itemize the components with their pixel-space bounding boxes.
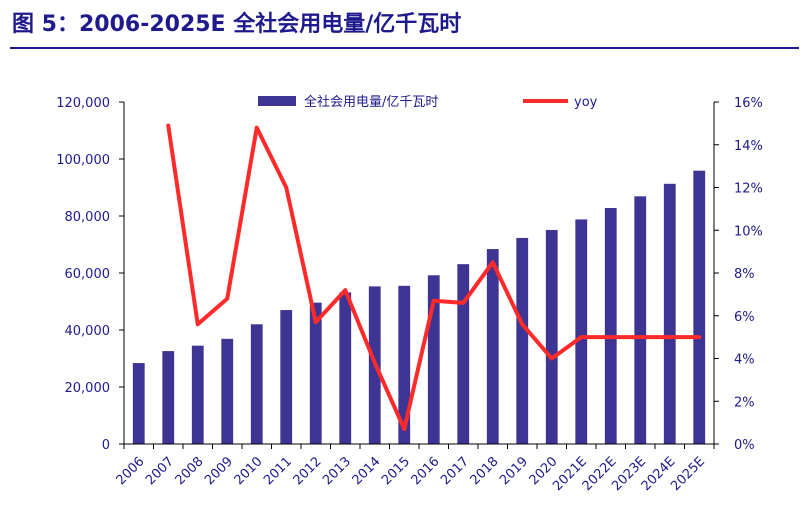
right-tick-label: 12% [734, 182, 763, 197]
legend-line-label: yoy [574, 95, 598, 110]
yoy-point-2025E [698, 336, 700, 338]
left-tick-label: 100,000 [56, 153, 110, 168]
bar-2016 [427, 275, 440, 444]
bar-2025E [693, 170, 706, 444]
x-tick-label: 2009 [202, 454, 236, 488]
bar-2015 [398, 285, 411, 444]
x-tick-label: 2015 [379, 454, 413, 488]
yoy-point-2015 [403, 428, 405, 430]
yoy-point-2022E [610, 336, 612, 338]
yoy-point-2010 [256, 127, 258, 129]
bar-2022E [604, 208, 617, 444]
title-underline [10, 47, 799, 49]
left-tick-label: 20,000 [65, 381, 111, 396]
yoy-point-2013 [344, 289, 346, 291]
bar-2007 [162, 351, 175, 444]
x-tick-label: 2012 [291, 454, 325, 488]
bar-2010 [250, 324, 263, 444]
yoy-point-2020 [551, 358, 553, 359]
right-tick-label: 6% [734, 310, 755, 325]
yoy-point-2018 [492, 261, 494, 263]
x-tick-label: 2007 [143, 454, 177, 488]
bar-2018 [486, 249, 499, 444]
bar-2011 [280, 310, 293, 444]
bar-2009 [221, 338, 234, 444]
yoy-point-2021E [580, 336, 582, 338]
right-tick-label: 4% [734, 353, 755, 368]
legend-bar-label: 全社会用电量/亿千瓦时 [304, 94, 438, 110]
yoy-point-2014 [374, 362, 376, 364]
bar-2008 [191, 345, 204, 444]
bar-2020 [545, 229, 558, 444]
bar-2019 [516, 237, 529, 444]
yoy-point-2007 [167, 125, 169, 127]
bar-2017 [457, 264, 470, 444]
x-tick-label: 2019 [497, 454, 531, 488]
right-tick-label: 14% [734, 139, 763, 154]
right-tick-label: 0% [734, 438, 755, 453]
line-series [166, 123, 702, 432]
right-tick-label: 16% [734, 96, 763, 111]
x-tick-label: 2008 [173, 454, 207, 488]
x-tick-label: 2006 [114, 454, 148, 488]
right-tick-label: 10% [734, 224, 763, 239]
x-tick-label: 2013 [320, 454, 354, 488]
left-tick-label: 120,000 [56, 96, 110, 111]
yoy-point-2012 [315, 321, 317, 323]
legend-bar-swatch [258, 96, 296, 106]
bar-2021E [575, 219, 588, 444]
yoy-point-2008 [197, 323, 199, 325]
x-tick-label: 2011 [261, 454, 295, 488]
x-tick-label: 2016 [409, 454, 443, 488]
yoy-point-2019 [521, 323, 523, 325]
left-tick-label: 60,000 [65, 267, 111, 282]
yoy-point-2009 [226, 298, 228, 300]
x-tick-label: 2017 [438, 454, 472, 488]
bar-2006 [132, 363, 145, 444]
bar-2012 [309, 302, 322, 444]
left-tick-label: 80,000 [65, 210, 111, 225]
bar-2013 [339, 292, 352, 444]
bar-2023E [634, 196, 647, 444]
bar-2024E [663, 183, 676, 445]
legend: 全社会用电量/亿千瓦时 yoy [258, 94, 598, 110]
x-tick-label: 2025E [668, 454, 708, 494]
yoy-point-2017 [462, 302, 464, 304]
yoy-point-2024E [669, 336, 671, 338]
left-tick-label: 0 [102, 438, 110, 453]
left-tick-label: 40,000 [65, 324, 111, 339]
figure-title: 图 5：2006-2025E 全社会用电量/亿千瓦时 [12, 12, 462, 37]
yoy-point-2023E [639, 336, 641, 338]
x-tick-label: 2018 [468, 454, 502, 488]
yoy-point-2011 [285, 187, 287, 188]
right-tick-label: 2% [734, 395, 755, 410]
right-tick-label: 8% [734, 267, 755, 282]
x-tick-label: 2014 [350, 454, 384, 488]
yoy-point-2016 [433, 300, 435, 302]
x-tick-label: 2010 [232, 454, 266, 488]
